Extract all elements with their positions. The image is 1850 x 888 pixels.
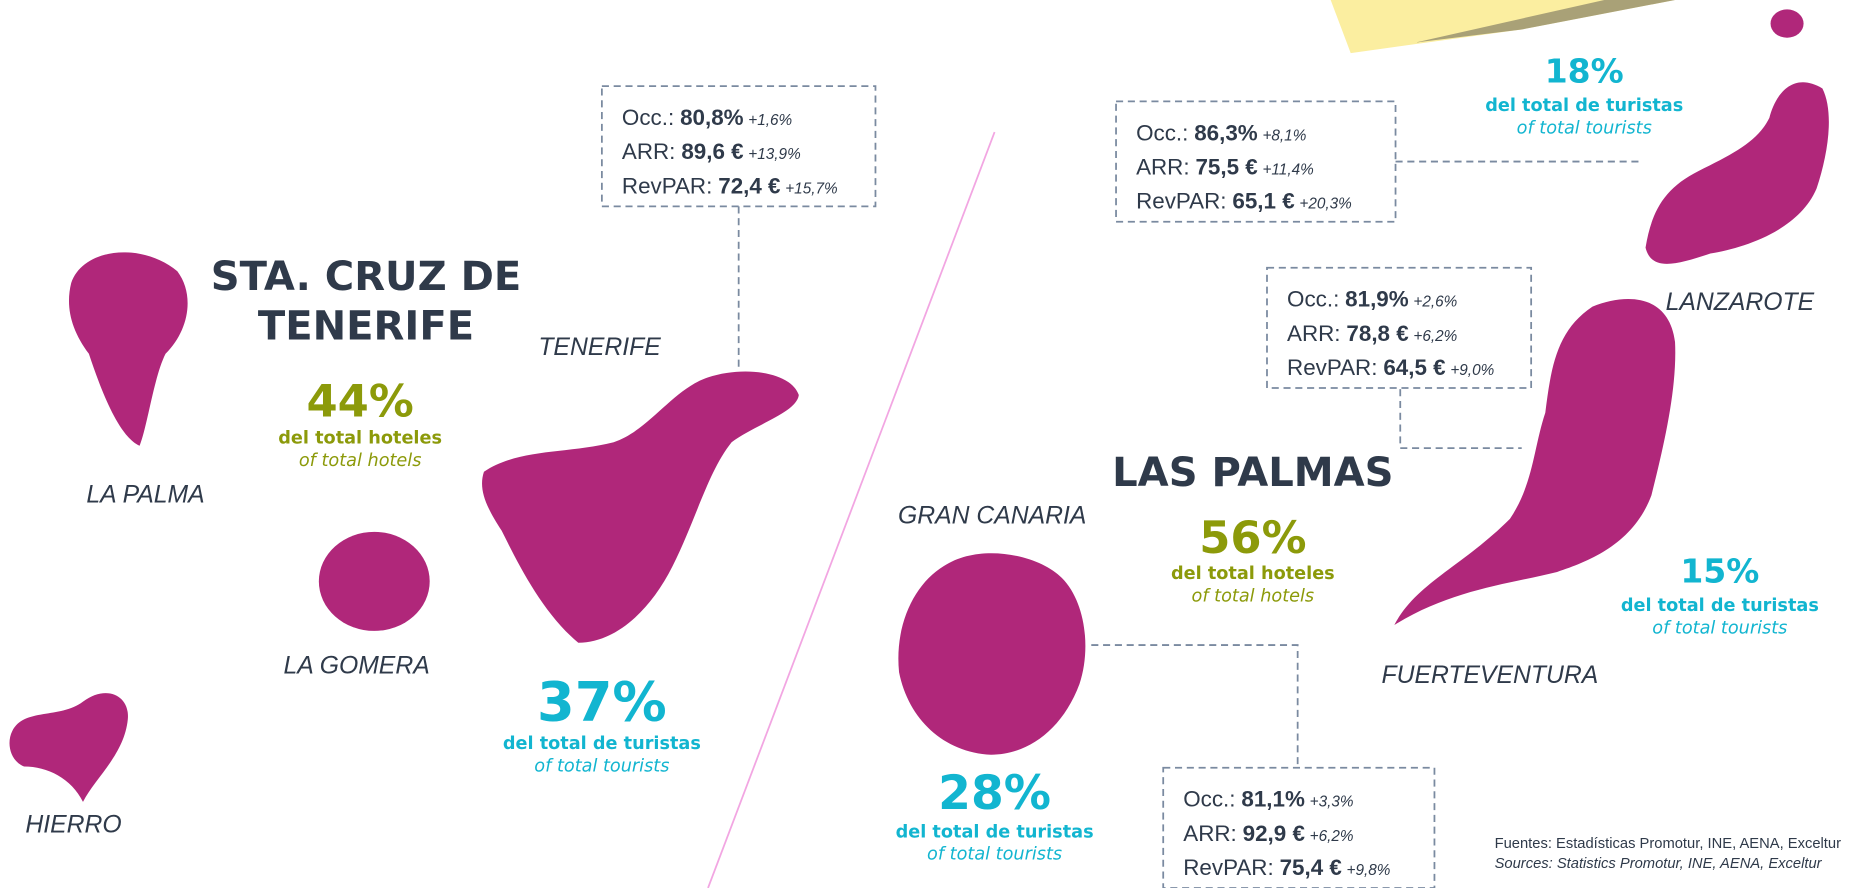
stat-box xyxy=(1162,766,1436,888)
tourist-es: del total de turistas xyxy=(1485,96,1683,116)
islet xyxy=(1770,9,1804,38)
stat-row: ARR: 89,6 € +13,9% xyxy=(622,139,801,164)
stat-change: +2,6% xyxy=(1413,294,1457,311)
source: Fuentes: Estadísticas Promotur, INE, AEN… xyxy=(1495,836,1841,852)
stat-row: RevPAR: 75,4 € +9,8% xyxy=(1183,855,1390,880)
stat-box xyxy=(600,85,877,208)
province-name: TENERIFE xyxy=(258,304,474,350)
stat-change: +6,2% xyxy=(1310,828,1354,845)
tourist-en: of total tourists xyxy=(1652,618,1787,638)
tenerife xyxy=(482,371,799,643)
stat-change: +20,3% xyxy=(1299,196,1351,213)
island-name: TENERIFE xyxy=(538,334,661,361)
hotels-share: 44% xyxy=(307,374,414,427)
hotels-en: of total hotels xyxy=(299,451,422,471)
province-name: STA. CRUZ DE xyxy=(211,254,522,300)
stat-label: Occ.: xyxy=(1287,287,1339,312)
stat-value: 81,1% xyxy=(1241,787,1305,812)
province-name: LAS PALMAS xyxy=(1112,450,1393,496)
island-name: LA PALMA xyxy=(86,481,204,508)
hotels-share: 56% xyxy=(1199,511,1306,564)
stat-label: RevPAR: xyxy=(1183,855,1273,880)
stat-label: RevPAR: xyxy=(1287,355,1377,380)
la-gomera xyxy=(318,531,430,631)
stat-row: Occ.: 81,1% +3,3% xyxy=(1183,787,1353,812)
tourist-en: of total tourists xyxy=(1517,118,1652,138)
source: Sources: Statistics Promotur, INE, AENA,… xyxy=(1495,856,1823,872)
stat-change: +11,4% xyxy=(1262,162,1313,179)
stat-label: RevPAR: xyxy=(1136,189,1226,214)
stat-row: Occ.: 81,9% +2,6% xyxy=(1287,287,1457,312)
island-name: FUERTEVENTURA xyxy=(1381,662,1598,689)
stat-value: 81,9% xyxy=(1345,287,1409,312)
stat-row: ARR: 75,5 € +11,4% xyxy=(1136,155,1314,180)
island-name: GRAN CANARIA xyxy=(898,503,1086,530)
tourist-es: del total de turistas xyxy=(503,734,701,754)
hotels-es: del total hoteles xyxy=(1171,564,1335,584)
stat-label: RevPAR: xyxy=(622,173,712,198)
connector xyxy=(1091,644,1299,768)
tourist-share: 18% xyxy=(1545,52,1624,91)
stat-row: Occ.: 86,3% +8,1% xyxy=(1136,120,1306,145)
stat-row: RevPAR: 72,4 € +15,7% xyxy=(622,173,838,198)
tourist-es: del total de turistas xyxy=(896,822,1094,842)
note-shadow xyxy=(1415,0,1676,43)
stat-value: 75,5 € xyxy=(1195,155,1258,180)
connector xyxy=(1399,389,1522,450)
hierro xyxy=(9,693,128,802)
tourist-share: 37% xyxy=(537,671,667,734)
stat-change: +9,8% xyxy=(1347,862,1391,879)
stat-change: +9,0% xyxy=(1450,362,1494,379)
la-palma xyxy=(68,252,188,446)
stat-change: +8,1% xyxy=(1262,127,1306,144)
tourist-share: 28% xyxy=(938,766,1051,821)
stat-label: ARR: xyxy=(1136,155,1190,180)
stat-label: ARR: xyxy=(1287,321,1341,346)
island-name: LA GOMERA xyxy=(283,652,429,679)
stat-change: +1,6% xyxy=(748,112,792,129)
tourist-es: del total de turistas xyxy=(1621,596,1819,616)
stat-value: 65,1 € xyxy=(1232,189,1295,214)
stat-value: 80,8% xyxy=(680,105,744,130)
stat-value: 89,6 € xyxy=(681,139,744,164)
stat-row: ARR: 78,8 € +6,2% xyxy=(1287,321,1457,346)
stat-label: Occ.: xyxy=(622,105,674,130)
stat-value: 75,4 € xyxy=(1280,855,1343,880)
hotels-en: of total hotels xyxy=(1192,586,1315,606)
hotels-es: del total hoteles xyxy=(278,428,442,448)
divider xyxy=(707,131,996,888)
gran-canaria xyxy=(898,553,1086,755)
stat-value: 72,4 € xyxy=(718,173,781,198)
stat-value: 86,3% xyxy=(1194,120,1258,145)
stat-row: Occ.: 80,8% +1,6% xyxy=(622,105,792,130)
stat-label: ARR: xyxy=(1183,821,1237,846)
stat-label: ARR: xyxy=(622,139,676,164)
island-name: LANZAROTE xyxy=(1666,289,1815,316)
stat-change: +15,7% xyxy=(785,180,837,197)
stat-value: 92,9 € xyxy=(1243,821,1306,846)
stat-label: Occ.: xyxy=(1136,120,1188,145)
tourist-share: 15% xyxy=(1680,552,1759,591)
stat-row: ARR: 92,9 € +6,2% xyxy=(1183,821,1353,846)
fuerteventura xyxy=(1394,299,1676,626)
stat-change: +6,2% xyxy=(1413,328,1457,345)
stat-box xyxy=(1266,266,1533,389)
tourist-en: of total tourists xyxy=(927,845,1062,865)
tourist-en: of total tourists xyxy=(534,756,669,776)
stat-change: +13,9% xyxy=(748,146,800,163)
stat-row: RevPAR: 65,1 € +20,3% xyxy=(1136,189,1352,214)
stat-change: +3,3% xyxy=(1310,794,1354,811)
stat-row: RevPAR: 64,5 € +9,0% xyxy=(1287,355,1494,380)
island-name: HIERRO xyxy=(25,812,121,839)
stat-value: 78,8 € xyxy=(1346,321,1409,346)
stat-value: 64,5 € xyxy=(1383,355,1446,380)
stat-label: Occ.: xyxy=(1183,787,1235,812)
lanzarote xyxy=(1645,82,1829,264)
